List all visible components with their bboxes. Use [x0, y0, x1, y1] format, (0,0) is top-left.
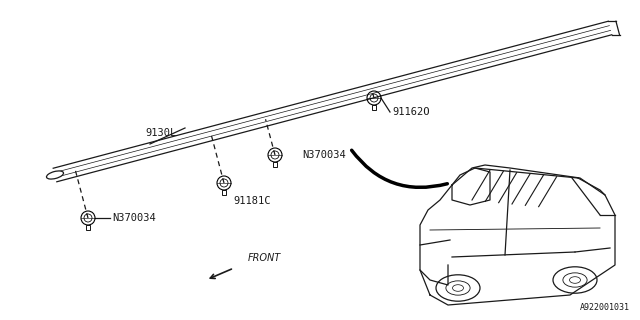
Text: N370034: N370034 [112, 213, 156, 223]
Ellipse shape [47, 171, 63, 179]
FancyArrowPatch shape [351, 150, 447, 188]
Text: FRONT: FRONT [248, 253, 281, 263]
Bar [86, 225, 90, 230]
Bar [222, 190, 226, 195]
Ellipse shape [553, 267, 597, 293]
Text: 91162O: 91162O [392, 107, 429, 117]
Ellipse shape [436, 275, 480, 301]
Text: A922001031: A922001031 [580, 303, 630, 312]
Text: N370034: N370034 [302, 150, 346, 160]
Text: 91181C: 91181C [233, 196, 271, 206]
Bar [372, 105, 376, 110]
Bar [273, 162, 277, 167]
Text: 9130L: 9130L [145, 128, 176, 138]
